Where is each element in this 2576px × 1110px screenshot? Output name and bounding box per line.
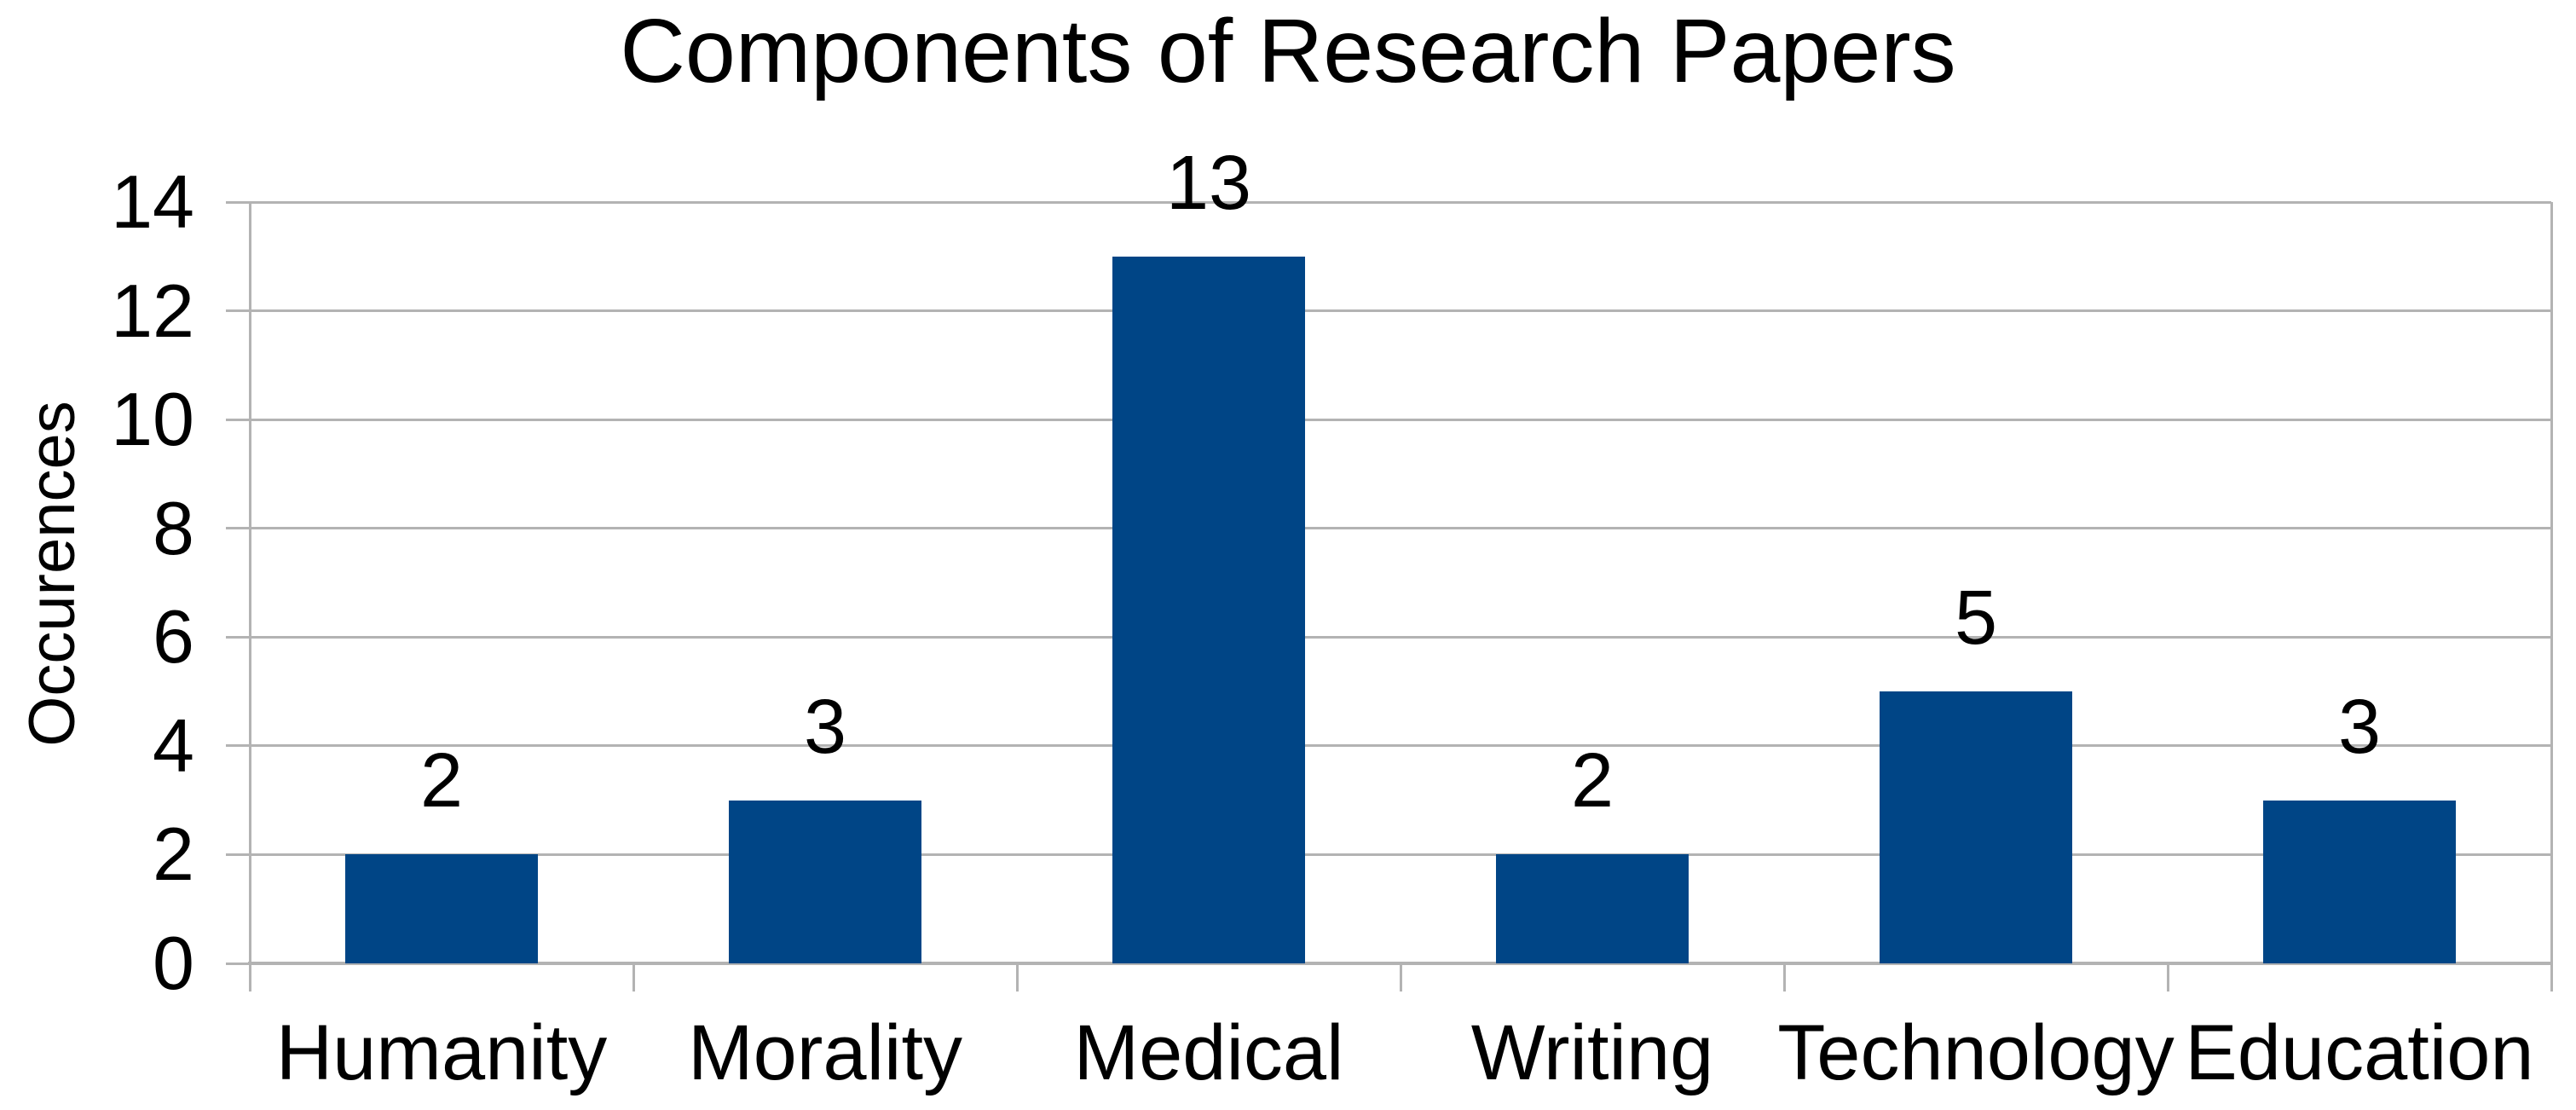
bar-writing bbox=[1496, 854, 1689, 963]
y-tick-label-10: 10 bbox=[111, 377, 194, 462]
x-category-label-morality: Morality bbox=[687, 1009, 963, 1096]
x-axis-tick-0 bbox=[248, 963, 251, 991]
y-axis-tick-10 bbox=[226, 418, 250, 421]
bar-education bbox=[2263, 800, 2456, 963]
gridline-y-4 bbox=[250, 744, 2551, 748]
y-axis-tick-12 bbox=[226, 309, 250, 313]
bar-morality bbox=[729, 800, 921, 963]
bar-humanity bbox=[345, 854, 538, 963]
y-axis-tick-0 bbox=[226, 962, 250, 965]
x-axis-tick-6 bbox=[2550, 963, 2553, 991]
x-category-label-education: Education bbox=[2185, 1009, 2534, 1096]
gridline-y-8 bbox=[250, 527, 2551, 530]
x-axis-tick-1 bbox=[632, 963, 635, 991]
bar-value-label-morality: 3 bbox=[803, 684, 847, 770]
y-axis-tick-6 bbox=[226, 635, 250, 639]
bar-value-label-technology: 5 bbox=[1954, 575, 1998, 662]
gridline-y-12 bbox=[250, 309, 2551, 313]
x-axis-tick-4 bbox=[1782, 963, 1786, 991]
bar-value-label-writing: 2 bbox=[1570, 738, 1614, 824]
bar-value-label-medical: 13 bbox=[1165, 140, 1252, 226]
y-axis-tick-4 bbox=[226, 744, 250, 748]
gridline-y-2 bbox=[250, 853, 2551, 856]
plot-right-border bbox=[2550, 202, 2553, 963]
y-tick-label-2: 2 bbox=[153, 812, 194, 897]
chart-title: Components of Research Papers bbox=[620, 1, 1956, 101]
gridline-y-10 bbox=[250, 418, 2551, 421]
gridline-y-14 bbox=[250, 200, 2551, 204]
y-axis-tick-8 bbox=[226, 527, 250, 530]
y-tick-label-8: 8 bbox=[153, 485, 194, 570]
gridline-y-6 bbox=[250, 635, 2551, 639]
x-axis-tick-3 bbox=[1399, 963, 1402, 991]
y-axis-tick-14 bbox=[226, 200, 250, 204]
y-tick-label-14: 14 bbox=[111, 159, 194, 244]
bar-value-label-humanity: 2 bbox=[419, 738, 464, 824]
bar-medical bbox=[1112, 256, 1305, 963]
bar-technology bbox=[1880, 691, 2072, 963]
x-axis-tick-2 bbox=[1015, 963, 1019, 991]
bar-value-label-education: 3 bbox=[2337, 684, 2382, 770]
y-axis-line bbox=[248, 202, 251, 963]
y-tick-label-12: 12 bbox=[111, 268, 194, 353]
x-axis-tick-5 bbox=[2166, 963, 2169, 991]
y-tick-label-0: 0 bbox=[153, 921, 194, 1005]
y-tick-label-6: 6 bbox=[153, 594, 194, 679]
y-tick-label-4: 4 bbox=[153, 702, 194, 788]
x-category-label-medical: Medical bbox=[1073, 1009, 1344, 1096]
x-axis-line bbox=[248, 962, 2553, 965]
x-category-label-humanity: Humanity bbox=[275, 1009, 608, 1096]
x-category-label-writing: Writing bbox=[1470, 1009, 1714, 1096]
x-category-label-technology: Technology bbox=[1777, 1009, 2175, 1096]
y-axis-tick-2 bbox=[226, 853, 250, 856]
